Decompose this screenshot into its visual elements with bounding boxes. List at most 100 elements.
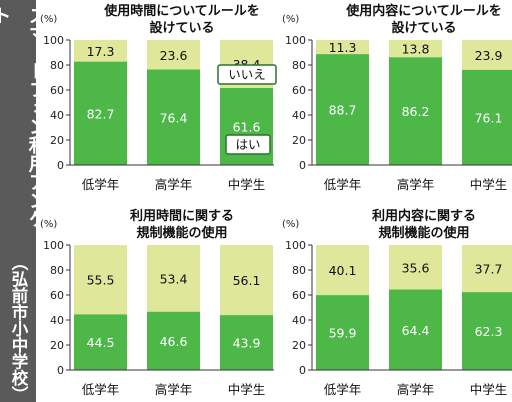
bar-segment-no: [220, 245, 273, 316]
bar-segment-no: [74, 245, 127, 315]
y-tick-label: 100: [43, 34, 64, 47]
data-label-yes: 76.1: [475, 110, 503, 125]
y-tick-label: 100: [285, 239, 306, 252]
chart-title-line: 設けている: [149, 20, 214, 36]
chart-title-line: 利用内容に関する: [372, 208, 476, 224]
bar-segment-yes: [74, 61, 127, 165]
category-label: 高学年: [155, 382, 193, 397]
y-tick-label: 40: [292, 314, 306, 327]
category-label: 中学生: [470, 382, 508, 397]
y-unit-label: (%): [282, 219, 299, 230]
y-tick-label: 20: [50, 339, 64, 352]
survey-sidebar: スマートフォン利用アンケート （弘前市小中学校）: [0, 0, 47, 402]
y-tick-label: 40: [50, 314, 64, 327]
y-tick-label: 0: [299, 364, 306, 377]
bar-segment-no: [462, 245, 512, 293]
data-label-yes: 88.7: [329, 103, 357, 118]
y-tick-label: 40: [50, 109, 64, 122]
data-label-no: 56.1: [233, 273, 261, 288]
y-tick-label: 60: [292, 84, 306, 97]
bar-segment-no: [462, 40, 512, 70]
category-label: 低学年: [324, 177, 362, 192]
data-label-no: 17.3: [87, 44, 115, 59]
category-label: 低学年: [324, 382, 362, 397]
bar-segment-yes: [74, 314, 127, 370]
chart-title-line: 設けている: [391, 20, 456, 36]
y-tick-label: 80: [292, 264, 306, 277]
data-label-yes: 46.6: [160, 334, 188, 349]
data-label-no: 37.7: [475, 262, 503, 277]
bar-segment-yes: [389, 289, 442, 370]
data-label-yes: 44.5: [87, 335, 115, 350]
y-unit-label: (%): [40, 14, 57, 25]
data-label-no: 35.6: [402, 260, 430, 275]
y-tick-label: 60: [50, 289, 64, 302]
category-label: 高学年: [155, 177, 193, 192]
bar-segment-yes: [147, 69, 200, 165]
bar-segment-yes: [220, 315, 273, 370]
data-label-yes: 61.6: [233, 120, 261, 135]
y-tick-label: 20: [292, 134, 306, 147]
bar-segment-yes: [389, 57, 442, 165]
y-tick-label: 40: [292, 109, 306, 122]
y-tick-label: 80: [292, 59, 306, 72]
y-tick-label: 60: [50, 84, 64, 97]
bar-segment-no: [316, 245, 369, 296]
bar-segment-no: [316, 40, 369, 55]
category-label: 高学年: [397, 177, 435, 192]
bar-segment-no: [389, 40, 442, 58]
chart-title-line: 規制機能の使用: [136, 225, 227, 241]
category-label: 低学年: [82, 382, 120, 397]
bar-segment-no: [74, 40, 127, 62]
category-label: 中学生: [470, 177, 508, 192]
y-tick-label: 20: [292, 339, 306, 352]
legend-label-yes: はい: [235, 137, 260, 152]
data-label-no: 55.5: [87, 273, 115, 288]
bar-segment-no: [147, 40, 200, 70]
category-label: 中学生: [228, 382, 266, 397]
data-label-no: 11.3: [329, 40, 357, 55]
data-label-yes: 43.9: [233, 336, 261, 351]
bar-segment-yes: [147, 311, 200, 370]
y-tick-label: 80: [50, 264, 64, 277]
bar-segment-no: [147, 245, 200, 312]
survey-source: （弘前市小中学校）: [9, 253, 28, 402]
y-unit-label: (%): [282, 14, 299, 25]
y-tick-label: 60: [292, 289, 306, 302]
bar-segment-yes: [316, 54, 369, 165]
data-label-no: 40.1: [329, 263, 357, 278]
data-label-yes: 64.4: [402, 323, 430, 338]
y-tick-label: 0: [57, 364, 64, 377]
chart-title-line: 利用時間に関する: [130, 208, 234, 224]
y-unit-label: (%): [40, 219, 57, 230]
data-label-yes: 59.9: [329, 326, 357, 341]
category-label: 低学年: [82, 177, 120, 192]
data-label-yes: 82.7: [87, 106, 115, 121]
survey-title: スマートフォン利用アンケート: [0, 6, 47, 247]
survey-title-vertical: スマートフォン利用アンケート （弘前市小中学校）: [0, 6, 47, 402]
data-label-yes: 62.3: [475, 324, 503, 339]
bar-segment-yes: [462, 69, 512, 165]
bar-segment-yes: [462, 292, 512, 370]
y-tick-label: 0: [57, 159, 64, 172]
bar-segment-no: [389, 245, 442, 290]
category-label: 中学生: [228, 177, 266, 192]
y-tick-label: 80: [50, 59, 64, 72]
data-label-no: 23.6: [160, 48, 188, 63]
y-tick-label: 100: [285, 34, 306, 47]
chart-title-line: 使用内容についてルールを: [345, 3, 502, 19]
y-tick-label: 100: [43, 239, 64, 252]
y-tick-label: 0: [299, 159, 306, 172]
y-tick-label: 20: [50, 134, 64, 147]
legend-box-no: [217, 64, 277, 85]
data-label-yes: 76.4: [160, 110, 188, 125]
data-label-yes: 86.2: [402, 104, 430, 119]
bar-segment-yes: [316, 295, 369, 370]
category-label: 高学年: [397, 382, 435, 397]
legend-box-yes: [225, 134, 271, 155]
